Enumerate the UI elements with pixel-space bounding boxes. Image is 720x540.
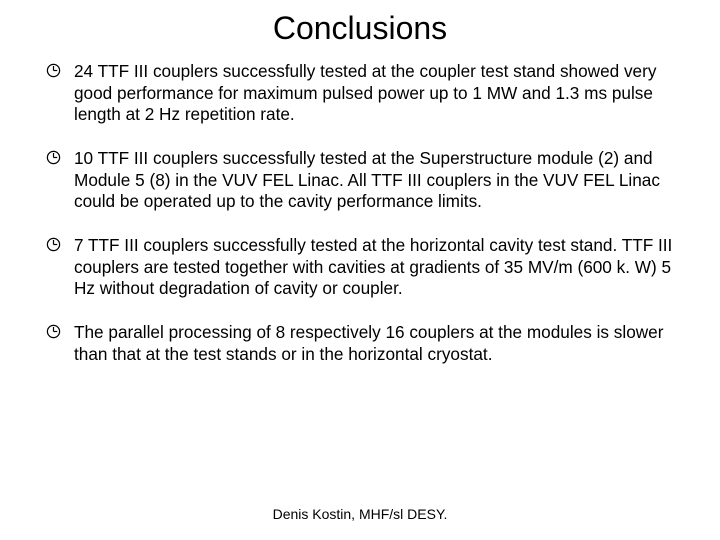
clock-icon	[46, 324, 61, 339]
bullet-text: 10 TTF III couplers successfully tested …	[74, 148, 660, 211]
bullet-list: 24 TTF III couplers successfully tested …	[40, 61, 680, 365]
clock-icon	[46, 63, 61, 78]
clock-icon	[46, 150, 61, 165]
clock-icon	[46, 237, 61, 252]
footer-text: Denis Kostin, MHF/sl DESY.	[0, 506, 720, 522]
list-item: 7 TTF III couplers successfully tested a…	[40, 235, 680, 300]
list-item: 24 TTF III couplers successfully tested …	[40, 61, 680, 126]
slide: Conclusions 24 TTF III couplers successf…	[0, 0, 720, 540]
bullet-text: 24 TTF III couplers successfully tested …	[74, 61, 656, 124]
bullet-text: 7 TTF III couplers successfully tested a…	[74, 235, 672, 298]
page-title: Conclusions	[40, 10, 680, 47]
list-item: 10 TTF III couplers successfully tested …	[40, 148, 680, 213]
bullet-text: The parallel processing of 8 respectivel…	[74, 322, 663, 364]
list-item: The parallel processing of 8 respectivel…	[40, 322, 680, 365]
